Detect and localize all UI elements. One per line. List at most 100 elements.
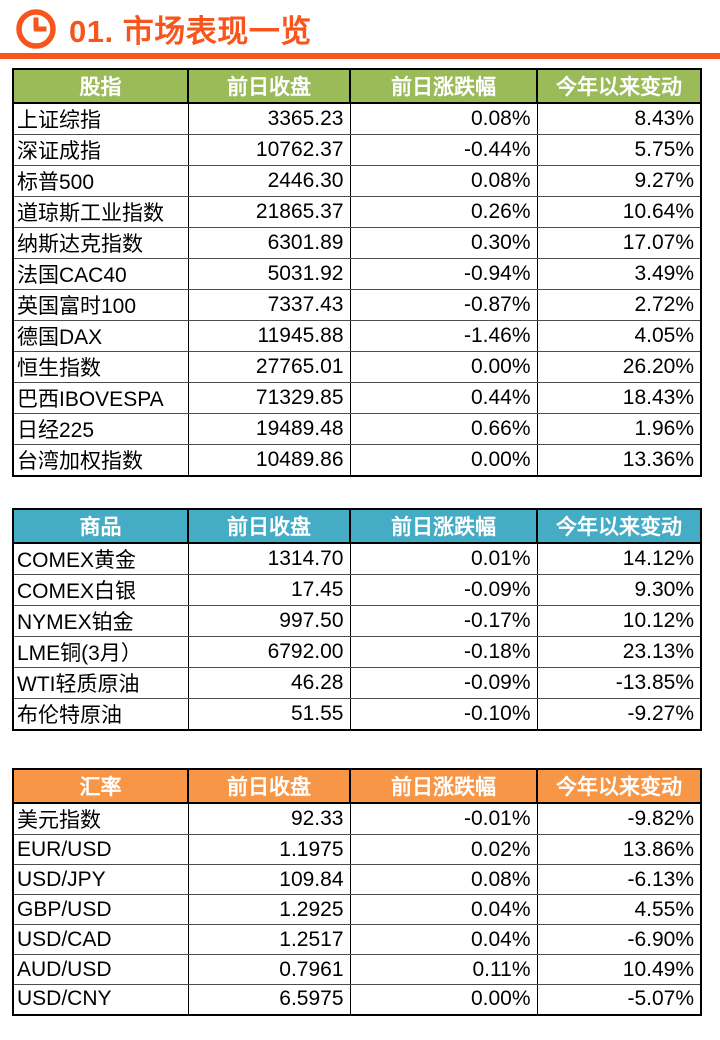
stock-index-table: 股指 前日收盘 前日涨跌幅 今年以来变动 上证综指 3365.23 0.08% 8.4… (12, 68, 702, 477)
value-cell: -6.13% (536, 864, 702, 895)
table-row: 上证综指 3365.23 0.08% 8.43% (12, 102, 702, 135)
row-label: 台湾加权指数 (12, 444, 189, 477)
value-cell: -0.01% (349, 802, 538, 835)
value-cell: 0.00% (349, 984, 538, 1015)
table-header-row: 汇率 前日收盘 前日涨跌幅 今年以来变动 (12, 768, 702, 804)
page-header: 01. 市场表现一览 (0, 0, 720, 50)
row-label: 美元指数 (12, 802, 189, 835)
table-row: 道琼斯工业指数 21865.37 0.26% 10.64% (12, 196, 702, 228)
value-cell: 11945.88 (187, 320, 351, 352)
column-header-ytd-change: 今年以来变动 (536, 68, 702, 104)
row-label: 巴西IBOVESPA (12, 382, 189, 414)
row-label: LME铜(3月） (12, 636, 189, 668)
column-header-prev-close: 前日收盘 (187, 768, 351, 804)
value-cell: -0.10% (349, 698, 538, 731)
value-cell: 27765.01 (187, 351, 351, 383)
value-cell: -0.87% (349, 289, 538, 321)
exchange-rate-table: 汇率 前日收盘 前日涨跌幅 今年以来变动 美元指数 92.33 -0.01% -9.8… (12, 768, 702, 1016)
row-label: 恒生指数 (12, 351, 189, 383)
value-cell: 109.84 (187, 864, 351, 895)
value-cell: 1.2517 (187, 924, 351, 955)
value-cell: 23.13% (536, 636, 702, 668)
value-cell: 0.11% (349, 954, 538, 985)
row-label: 德国DAX (12, 320, 189, 352)
value-cell: 0.04% (349, 924, 538, 955)
value-cell: 6301.89 (187, 227, 351, 259)
row-label: GBP/USD (12, 894, 189, 925)
value-cell: 5.75% (536, 134, 702, 166)
column-header-ytd-change: 今年以来变动 (536, 768, 702, 804)
table-row: 美元指数 92.33 -0.01% -9.82% (12, 802, 702, 835)
value-cell: 8.43% (536, 102, 702, 135)
value-cell: 0.00% (349, 351, 538, 383)
value-cell: -9.82% (536, 802, 702, 835)
table-row: COMEX白银 17.45 -0.09% 9.30% (12, 574, 702, 606)
value-cell: 51.55 (187, 698, 351, 731)
row-label: USD/JPY (12, 864, 189, 895)
value-cell: 0.01% (349, 542, 538, 575)
value-cell: 0.44% (349, 382, 538, 414)
value-cell: 10.12% (536, 605, 702, 637)
table-row: 纳斯达克指数 6301.89 0.30% 17.07% (12, 227, 702, 259)
table-row: 巴西IBOVESPA 71329.85 0.44% 18.43% (12, 382, 702, 414)
column-header-category: 股指 (12, 68, 189, 104)
column-header-ytd-change: 今年以来变动 (536, 508, 702, 544)
value-cell: 1.1975 (187, 834, 351, 865)
row-label: COMEX白银 (12, 574, 189, 606)
value-cell: 0.00% (349, 444, 538, 477)
value-cell: -0.17% (349, 605, 538, 637)
value-cell: 17.45 (187, 574, 351, 606)
value-cell: 6.5975 (187, 984, 351, 1015)
row-label: 英国富时100 (12, 289, 189, 321)
value-cell: 0.08% (349, 864, 538, 895)
table-row: AUD/USD 0.7961 0.11% 10.49% (12, 954, 702, 985)
column-header-category: 商品 (12, 508, 189, 544)
value-cell: 9.30% (536, 574, 702, 606)
table-row: USD/JPY 109.84 0.08% -6.13% (12, 864, 702, 895)
value-cell: -0.09% (349, 574, 538, 606)
table-row: 台湾加权指数 10489.86 0.00% 13.36% (12, 444, 702, 477)
value-cell: 10.64% (536, 196, 702, 228)
value-cell: -6.90% (536, 924, 702, 955)
value-cell: 1314.70 (187, 542, 351, 575)
value-cell: 13.36% (536, 444, 702, 477)
value-cell: 18.43% (536, 382, 702, 414)
row-label: 标普500 (12, 165, 189, 197)
row-label: COMEX黄金 (12, 542, 189, 575)
value-cell: 5031.92 (187, 258, 351, 290)
table-header-row: 商品 前日收盘 前日涨跌幅 今年以来变动 (12, 508, 702, 544)
value-cell: 3365.23 (187, 102, 351, 135)
value-cell: -1.46% (349, 320, 538, 352)
table-row: 标普500 2446.30 0.08% 9.27% (12, 165, 702, 197)
value-cell: 1.96% (536, 413, 702, 445)
row-label: NYMEX铂金 (12, 605, 189, 637)
value-cell: 19489.48 (187, 413, 351, 445)
value-cell: 4.05% (536, 320, 702, 352)
column-header-prev-change: 前日涨跌幅 (349, 508, 538, 544)
row-label: USD/CAD (12, 924, 189, 955)
column-header-prev-change: 前日涨跌幅 (349, 68, 538, 104)
row-label: WTI轻质原油 (12, 667, 189, 699)
table-row: 德国DAX 11945.88 -1.46% 4.05% (12, 320, 702, 352)
table-row: NYMEX铂金 997.50 -0.17% 10.12% (12, 605, 702, 637)
table-row: COMEX黄金 1314.70 0.01% 14.12% (12, 542, 702, 575)
row-label: 深证成指 (12, 134, 189, 166)
table-row: EUR/USD 1.1975 0.02% 13.86% (12, 834, 702, 865)
value-cell: 21865.37 (187, 196, 351, 228)
value-cell: 2446.30 (187, 165, 351, 197)
row-label: 道琼斯工业指数 (12, 196, 189, 228)
value-cell: -13.85% (536, 667, 702, 699)
table-header-row: 股指 前日收盘 前日涨跌幅 今年以来变动 (12, 68, 702, 104)
table-row: 英国富时100 7337.43 -0.87% 2.72% (12, 289, 702, 321)
value-cell: 0.04% (349, 894, 538, 925)
value-cell: 10.49% (536, 954, 702, 985)
row-label: EUR/USD (12, 834, 189, 865)
value-cell: 2.72% (536, 289, 702, 321)
title-divider (0, 53, 720, 59)
value-cell: 14.12% (536, 542, 702, 575)
page-title: 01. 市场表现一览 (69, 14, 312, 49)
value-cell: -0.09% (349, 667, 538, 699)
table-row: 日经225 19489.48 0.66% 1.96% (12, 413, 702, 445)
value-cell: 0.08% (349, 165, 538, 197)
column-header-prev-close: 前日收盘 (187, 68, 351, 104)
